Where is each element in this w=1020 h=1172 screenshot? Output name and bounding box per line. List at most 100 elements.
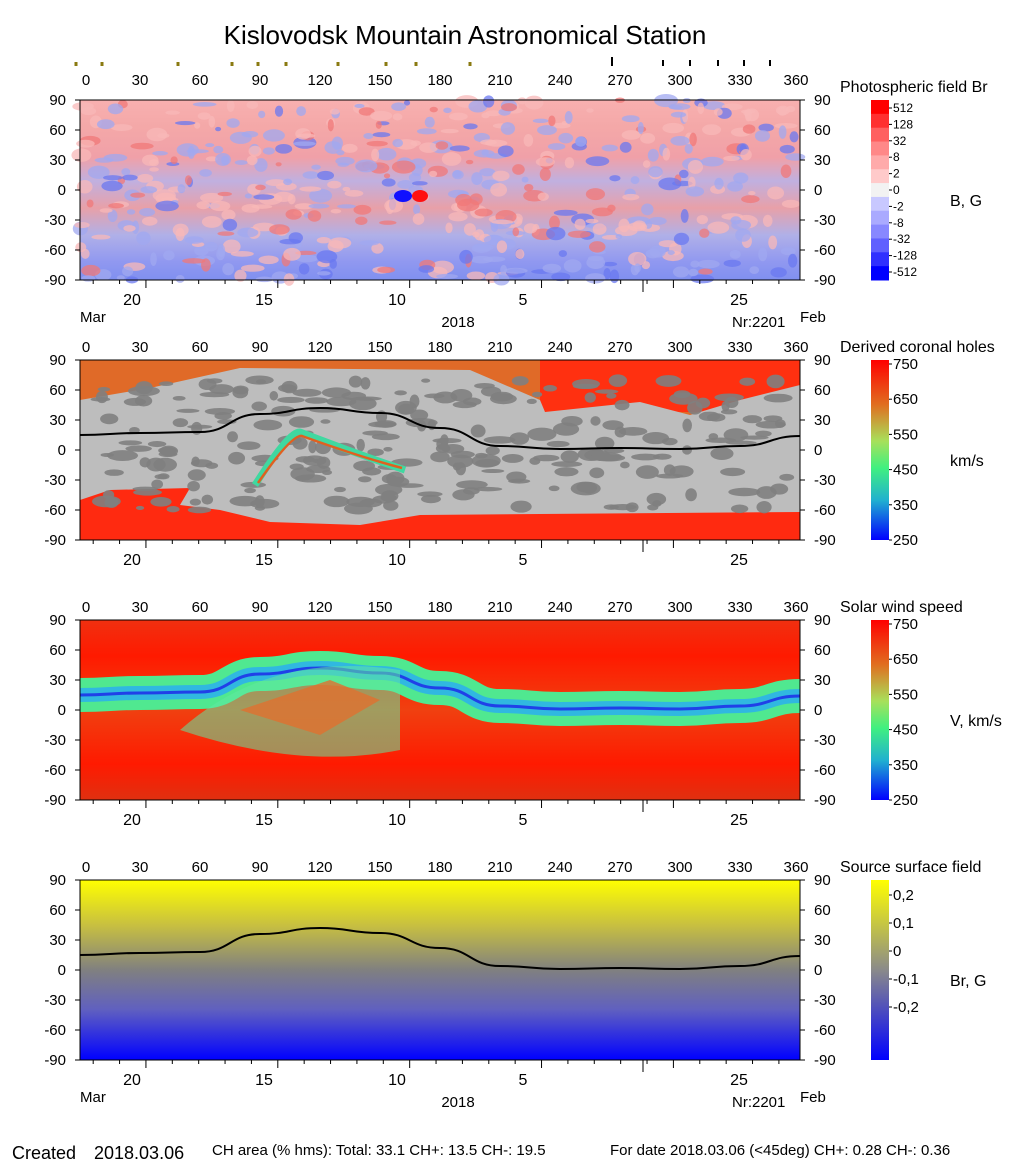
latitude-tick-label-right: 90: [814, 612, 831, 629]
field-patch: [546, 227, 565, 240]
texture-patch: [512, 376, 529, 386]
longitude-tick-label: 330: [727, 72, 752, 89]
field-patch: [391, 102, 406, 111]
field-patch: [770, 267, 786, 277]
active-region-negative: [394, 190, 412, 202]
texture-patch: [410, 394, 420, 408]
colorbar-unit: km/s: [950, 453, 984, 470]
latitude-tick-label-right: -30: [814, 212, 836, 229]
latitude-tick-label-right: -90: [814, 1052, 836, 1069]
field-patch: [559, 250, 567, 257]
texture-patch: [395, 483, 423, 488]
colorbar-label: 512: [893, 101, 913, 115]
month-left-label: Mar: [80, 1089, 106, 1106]
field-patch: [186, 149, 208, 153]
field-patch: [702, 124, 721, 135]
field-patch: [296, 106, 306, 116]
texture-patch: [720, 468, 745, 476]
field-patch: [295, 128, 311, 139]
date-tick-label: 15: [255, 1072, 273, 1089]
field-patch: [790, 131, 799, 142]
field-patch: [226, 118, 239, 128]
texture-patch: [188, 507, 211, 514]
texture-patch: [349, 376, 362, 388]
field-patch: [259, 256, 279, 265]
texture-patch: [710, 447, 733, 460]
field-patch: [512, 227, 519, 236]
texture-patch: [451, 451, 475, 458]
latitude-tick-label-left: -90: [44, 792, 66, 809]
field-patch: [140, 186, 157, 193]
field-patch: [618, 219, 629, 233]
colorbar-step: [871, 183, 889, 197]
longitude-tick-label: 210: [487, 339, 512, 356]
texture-patch: [554, 467, 578, 476]
field-patch: [342, 144, 358, 153]
observation-marker: [75, 62, 78, 66]
field-patch: [215, 153, 231, 166]
field-patch: [589, 241, 606, 252]
longitude-tick-label: 60: [192, 339, 209, 356]
texture-patch: [687, 401, 703, 415]
field-patch: [175, 121, 196, 125]
texture-patch: [190, 499, 201, 506]
texture-patch: [731, 504, 748, 513]
colorbar-label: 8: [893, 150, 900, 164]
latitude-tick-label-left: 30: [49, 672, 66, 689]
texture-patch: [383, 447, 392, 452]
field-patch: [622, 115, 640, 122]
field-patch: [453, 170, 462, 178]
longitude-tick-label: 30: [132, 72, 149, 89]
field-patch: [97, 119, 115, 129]
field-patch: [289, 232, 303, 243]
texture-patch: [486, 446, 500, 455]
texture-patch: [709, 433, 718, 440]
colorbar-label: 250: [893, 532, 918, 549]
texture-patch: [463, 487, 480, 494]
texture-patch: [237, 441, 260, 450]
texture-patch: [756, 501, 771, 513]
texture-patch: [244, 488, 256, 493]
longitude-tick-label: 240: [547, 859, 572, 876]
texture-patch: [572, 379, 600, 389]
texture-patch: [724, 428, 749, 441]
longitude-tick-label: 240: [547, 72, 572, 89]
field-patch: [317, 250, 338, 263]
texture-patch: [104, 469, 123, 476]
field-patch: [575, 136, 586, 146]
texture-patch: [553, 423, 579, 436]
texture-patch: [475, 459, 499, 467]
colorbar-label: 32: [893, 134, 907, 148]
field-patch: [724, 260, 741, 267]
observation-marker: [177, 62, 180, 66]
field-patch: [638, 122, 644, 134]
field-patch: [620, 142, 632, 153]
field-patch: [108, 103, 123, 114]
texture-patch: [775, 419, 786, 428]
field-patch: [648, 217, 666, 225]
field-patch: [377, 267, 395, 273]
texture-patch: [547, 441, 570, 447]
field-patch: [87, 200, 94, 208]
colorbar-label: 0: [893, 943, 901, 960]
field-patch: [77, 180, 93, 193]
latitude-tick-label-right: -60: [814, 242, 836, 259]
field-patch: [662, 123, 684, 133]
field-patch: [436, 141, 449, 150]
panel-coronal-holes: Derived coronal holes750650550450350250k…: [44, 339, 994, 569]
field-patch: [648, 149, 659, 162]
colorbar-step: [871, 197, 889, 211]
field-patch: [425, 117, 435, 128]
texture-patch: [589, 468, 604, 479]
latitude-tick-label-right: 0: [814, 182, 822, 199]
field-patch: [130, 143, 153, 150]
field-patch: [558, 133, 573, 144]
field-patch: [409, 173, 421, 182]
field-patch: [293, 141, 316, 146]
field-patch: [255, 185, 266, 191]
texture-patch: [159, 381, 173, 386]
field-patch: [137, 174, 153, 183]
field-patch: [540, 168, 551, 181]
field-patch: [81, 249, 90, 259]
field-patch: [548, 115, 555, 126]
